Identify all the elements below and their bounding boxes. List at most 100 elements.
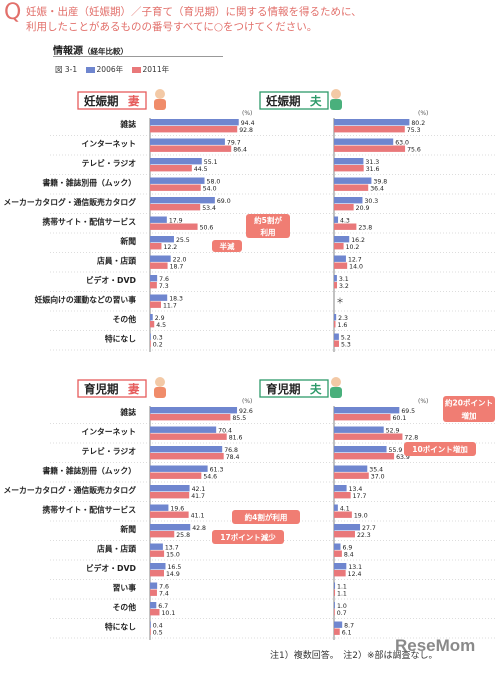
category-label: その他 [113, 602, 137, 612]
value-label: 16.2 [351, 237, 365, 244]
no-survey-mark: ＊ [336, 297, 344, 306]
value-label: 30.3 [364, 198, 378, 205]
bar-2011 [334, 570, 346, 577]
value-label: 85.5 [232, 415, 246, 422]
value-label: 20.9 [356, 205, 370, 212]
bar-2006 [334, 582, 336, 589]
value-label: 7.4 [159, 590, 169, 597]
value-label: 1.1 [337, 590, 347, 597]
bar-2006 [334, 465, 368, 472]
bar-2011 [334, 204, 354, 211]
bar-2011 [150, 550, 165, 557]
bar-2011 [334, 340, 339, 347]
annotation-childcare-husband-2-text: 10ポイント増加 [412, 444, 467, 454]
value-label: 75.6 [407, 146, 421, 153]
value-label: 70.4 [218, 427, 232, 434]
source-title-sub: （経年比較） [83, 47, 128, 56]
bar-2006 [150, 177, 205, 184]
bar-2011 [334, 126, 405, 133]
value-label: 23.8 [358, 224, 372, 231]
value-label: 18.3 [169, 295, 183, 302]
bar-2006 [334, 275, 337, 282]
bar-2011 [334, 184, 369, 191]
value-label: 16.5 [168, 564, 182, 571]
value-label: 41.1 [191, 512, 205, 519]
value-label: 60.1 [392, 415, 406, 422]
bar-2011 [334, 492, 351, 499]
bar-2006 [334, 602, 335, 609]
value-label: 54.6 [203, 473, 217, 480]
category-label: メーカーカタログ・通信販売カタログ [3, 485, 136, 495]
unit-label-2: (%) [242, 398, 252, 405]
value-label: 10.2 [346, 244, 360, 251]
figure-head-1 [331, 89, 341, 99]
value-label: 0.2 [153, 341, 163, 348]
value-label: 12.2 [163, 244, 177, 251]
value-label: 31.6 [366, 166, 380, 173]
bar-2006 [334, 333, 339, 340]
category-label: 携帯サイト・配信サービス [42, 217, 136, 227]
unit-label-1: (%) [418, 110, 428, 117]
bar-2006 [150, 294, 168, 301]
value-label: 94.4 [241, 120, 255, 127]
bar-2006 [150, 504, 169, 511]
annotation-pregnancy-wife-2-text: 半減 [220, 241, 235, 251]
bar-2006 [334, 621, 343, 628]
value-label: 0.5 [153, 629, 163, 636]
value-label: 52.9 [386, 427, 400, 434]
bar-2011 [150, 589, 157, 596]
value-label: 12.7 [348, 256, 362, 263]
category-label: テレビ・ラジオ [82, 158, 137, 168]
bar-2006 [150, 138, 225, 145]
value-label: 4.5 [156, 322, 166, 329]
bar-2006 [150, 216, 167, 223]
value-label: 75.3 [407, 127, 421, 134]
bar-2006 [334, 119, 410, 126]
bar-2006 [334, 255, 346, 262]
value-label: 5.2 [341, 334, 351, 341]
bar-2011 [334, 550, 342, 557]
category-label: インターネット [81, 139, 136, 149]
category-label: 新聞 [120, 236, 136, 246]
figure-head-0 [155, 89, 165, 99]
category-label: メーカーカタログ・通信販売カタログ [3, 197, 136, 207]
value-label: 92.8 [239, 127, 253, 134]
value-label: 6.7 [158, 603, 168, 610]
value-label: 4.3 [340, 217, 350, 224]
bar-2006 [334, 543, 341, 550]
category-label: 雑誌 [119, 119, 136, 129]
value-label: 25.8 [176, 532, 190, 539]
category-label: テレビ・ラジオ [82, 446, 137, 456]
value-label: 0.7 [337, 610, 347, 617]
value-label: 14.9 [166, 571, 180, 578]
value-label: 0.4 [153, 622, 163, 629]
annotation-childcare-wife-2-box [212, 530, 284, 544]
bar-2006 [334, 407, 400, 414]
category-label: 雑誌 [119, 407, 136, 417]
question-line-2: 利用したことがあるものの番号すべてに○をつけてください。 [26, 21, 318, 33]
bar-2006 [334, 138, 394, 145]
value-label: 19.6 [170, 505, 184, 512]
value-label: 0.3 [153, 334, 163, 341]
value-label: 31.3 [365, 159, 379, 166]
category-label: 特になし [105, 622, 136, 632]
category-label: 書籍・雑誌別冊（ムック） [42, 178, 136, 188]
bar-2006 [334, 197, 363, 204]
value-label: 1.6 [338, 322, 348, 329]
bar-2006 [150, 465, 208, 472]
value-label: 55.1 [204, 159, 218, 166]
value-label: 1.1 [337, 583, 347, 590]
value-label: 4.1 [340, 505, 350, 512]
legend-swatch-2006 [85, 67, 95, 73]
value-label: 42.1 [192, 486, 206, 493]
resemom-logo: ReseMom [395, 636, 476, 655]
category-label: ビデオ・DVD [86, 275, 137, 285]
question-line-1: 妊娠・出産（妊娠期）／子育て（育児期）に関する情報を得るために、 [26, 6, 362, 18]
value-label: 63.0 [395, 139, 409, 146]
value-label: 39.8 [373, 178, 387, 185]
bar-2011 [150, 204, 201, 211]
annotation-childcare-husband-1-text: 約20ポイント [445, 398, 493, 408]
bar-2011 [150, 301, 161, 308]
bar-2011 [334, 628, 340, 635]
bar-2011 [334, 145, 406, 152]
